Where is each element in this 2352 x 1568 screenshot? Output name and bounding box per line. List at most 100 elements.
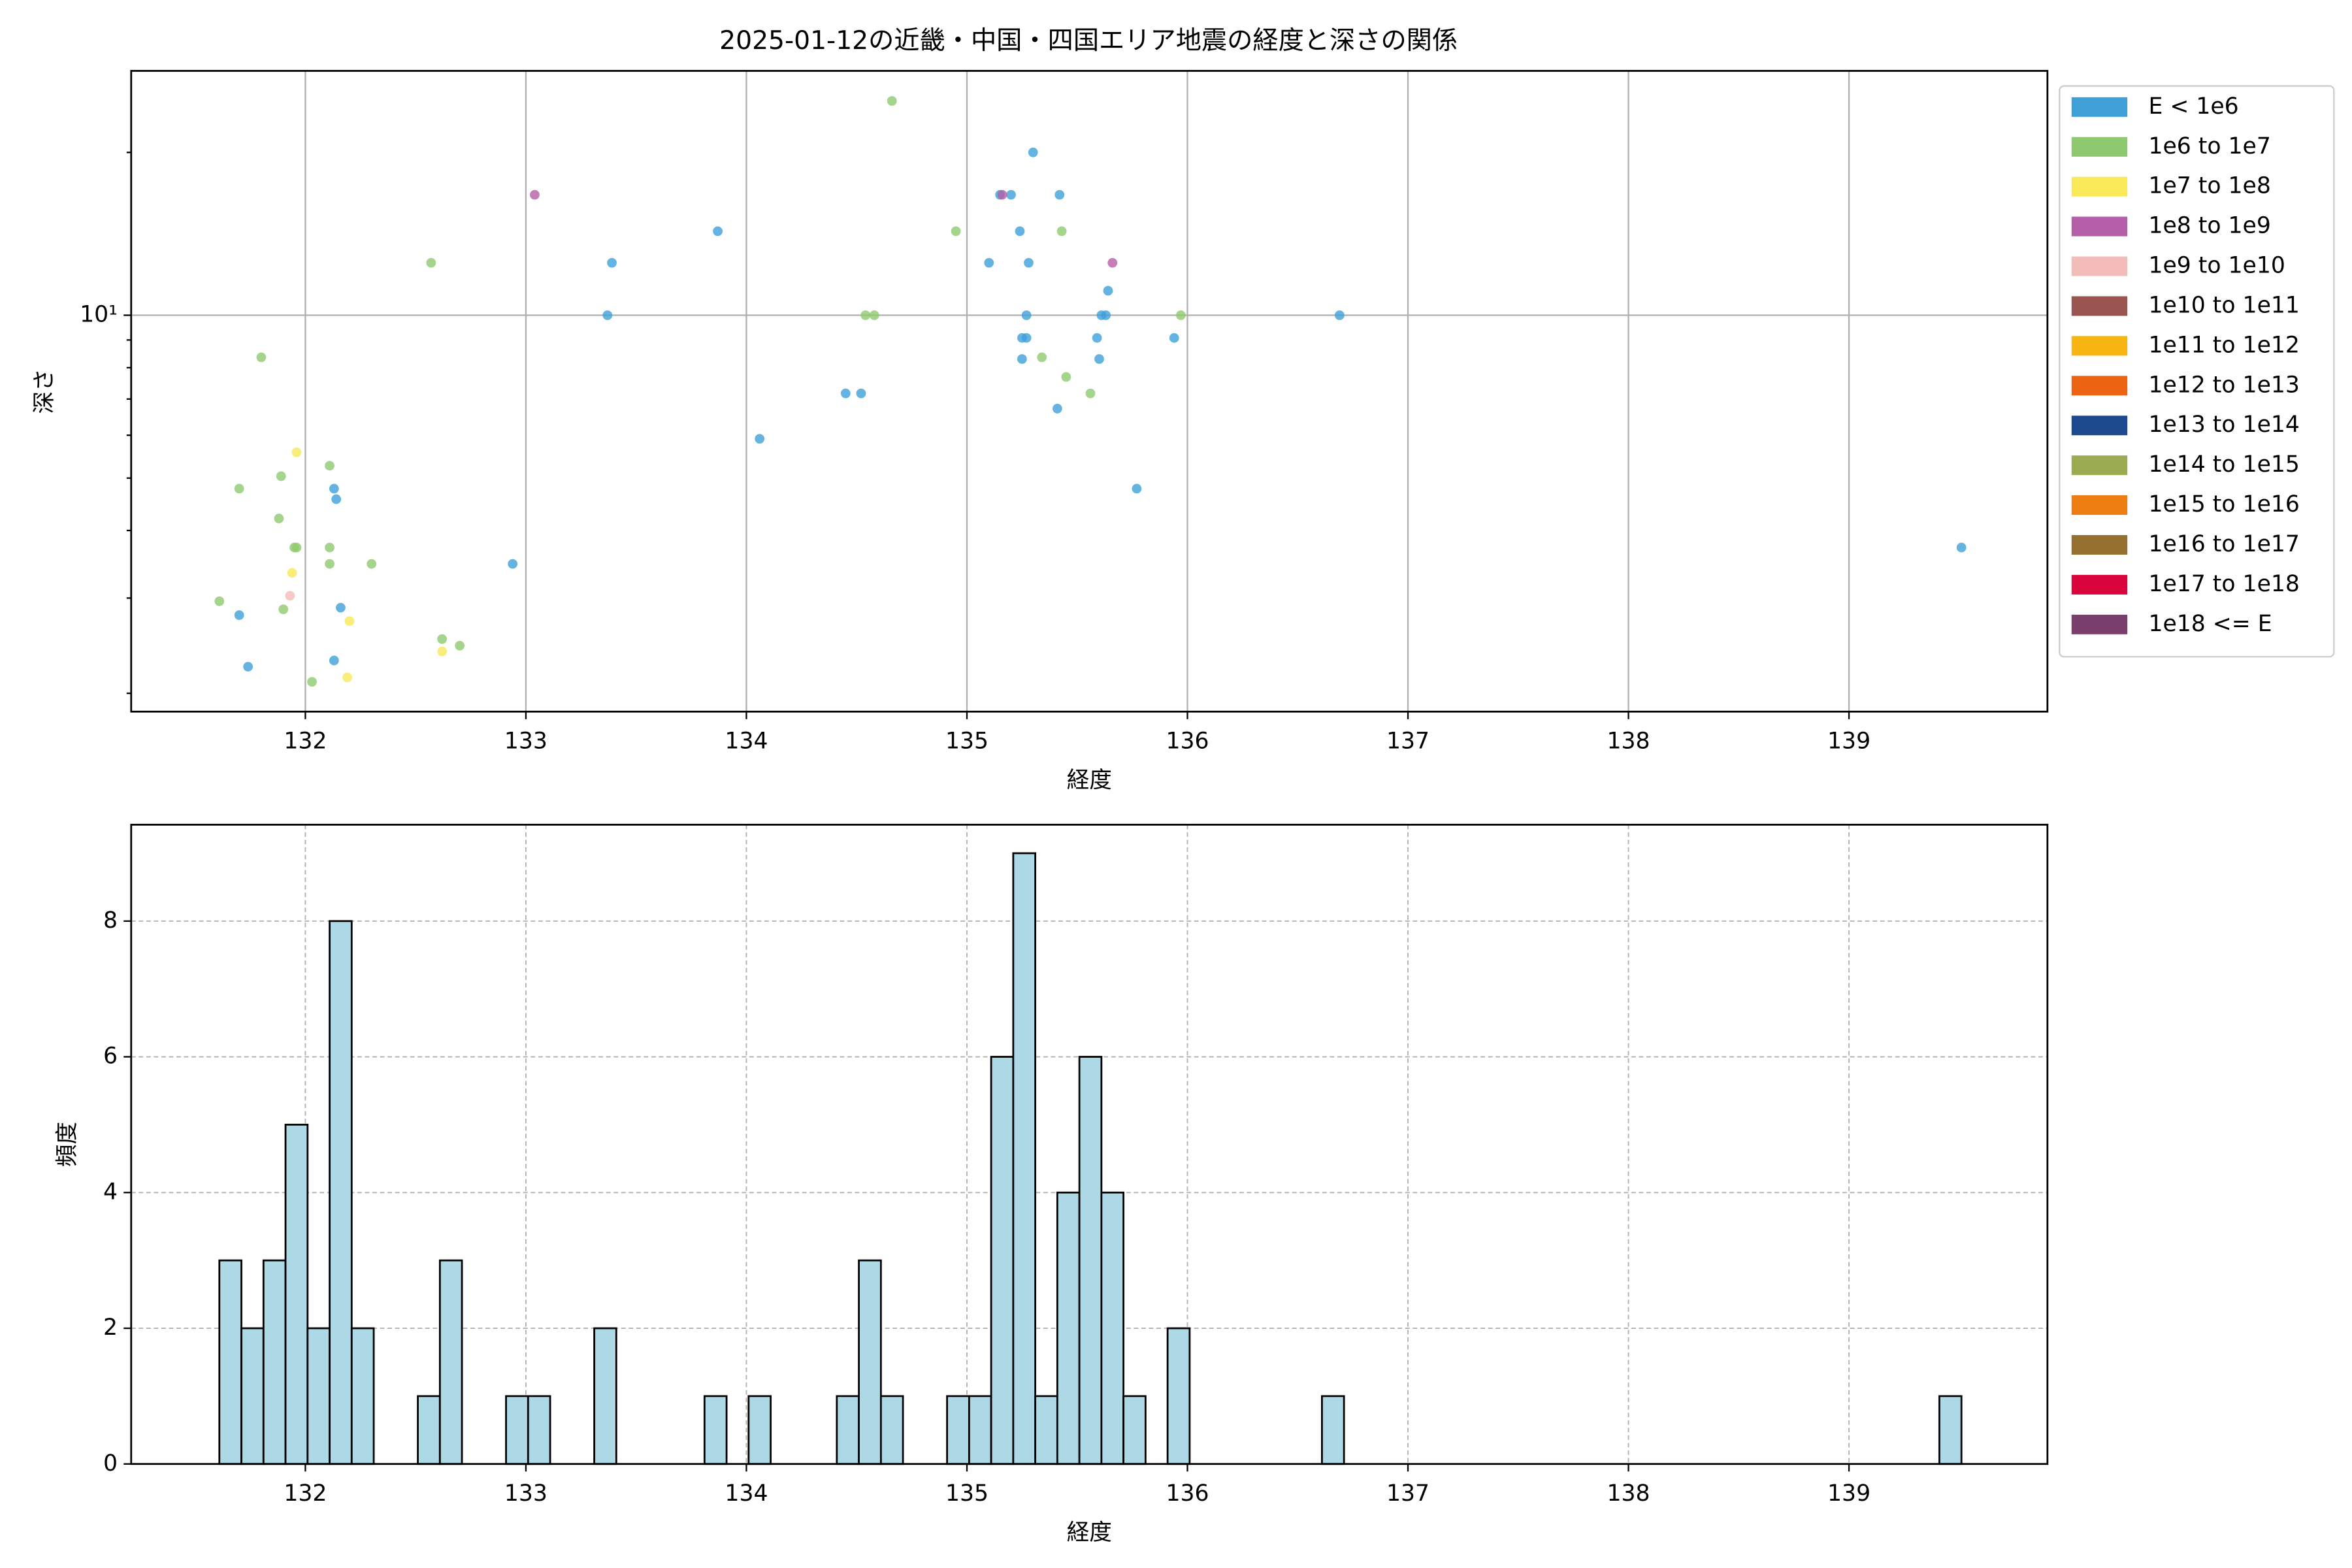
- hist-bar: [747, 1395, 772, 1465]
- scatter-point: [997, 189, 1007, 200]
- y-tick-label: 4: [103, 1179, 118, 1205]
- scatter-point: [1024, 257, 1034, 268]
- legend-label: 1e17 to 1e18: [2148, 571, 2299, 597]
- x-tick-label: 133: [504, 1480, 547, 1507]
- x-tick-label: 135: [945, 1480, 988, 1507]
- scatter-point: [291, 447, 302, 457]
- scatter-point: [274, 514, 284, 523]
- y-tick-label: 10¹: [80, 302, 118, 328]
- scatter-point: [1021, 333, 1032, 343]
- scatter-point: [1028, 147, 1038, 157]
- scatter-point: [307, 677, 317, 687]
- hist-bar: [417, 1395, 441, 1465]
- scatter-point: [856, 388, 866, 399]
- scatter-point: [437, 646, 448, 657]
- scatter-point: [325, 542, 335, 553]
- scatter-point: [1037, 352, 1047, 363]
- y-axis-label: 深さ: [31, 368, 57, 414]
- legend-swatch: [2071, 614, 2128, 634]
- y-tick-label: 2: [103, 1315, 118, 1341]
- scatter-point: [1017, 354, 1027, 364]
- hist-bar: [1321, 1395, 1345, 1465]
- plot-frame: [130, 70, 2049, 713]
- scatter-point: [1169, 333, 1179, 343]
- scatter-point: [508, 559, 518, 569]
- scatter-point: [1021, 310, 1032, 320]
- scatter-point: [984, 257, 994, 268]
- legend-swatch: [2071, 216, 2128, 237]
- y-tick-label: 6: [103, 1043, 118, 1070]
- scatter-point: [713, 226, 723, 237]
- scatter-point: [1175, 310, 1186, 320]
- scatter-point: [1061, 372, 1071, 382]
- hist-bar: [968, 1395, 992, 1465]
- scatter-point: [276, 471, 286, 482]
- hist-bar: [1034, 1395, 1058, 1465]
- hist-bar: [284, 1124, 309, 1465]
- hist-bar: [1938, 1395, 1963, 1465]
- legend-swatch: [2071, 256, 2128, 276]
- legend-label: 1e9 to 1e10: [2148, 253, 2285, 279]
- scatter-point: [1335, 310, 1345, 320]
- legend-box: [2059, 85, 2335, 658]
- scatter-point: [291, 542, 302, 553]
- scatter-point: [607, 257, 617, 268]
- scatter-point: [342, 672, 352, 683]
- legend-swatch: [2071, 416, 2128, 436]
- hist-bar: [703, 1395, 728, 1465]
- hist-bar: [1122, 1395, 1147, 1465]
- x-tick-label: 134: [725, 1480, 768, 1507]
- scatter-point: [1101, 310, 1111, 320]
- legend-swatch: [2071, 176, 2128, 197]
- hist-bar: [218, 1259, 242, 1465]
- scatter-point: [860, 310, 871, 320]
- legend-swatch: [2071, 574, 2128, 595]
- scatter-point: [367, 559, 377, 569]
- hist-bar: [240, 1327, 265, 1465]
- scatter-point: [243, 662, 253, 672]
- x-tick-label: 138: [1607, 728, 1650, 754]
- scatter-point: [344, 616, 355, 627]
- scatter-point: [325, 461, 335, 471]
- scatter-point: [1107, 257, 1118, 268]
- scatter-point: [336, 602, 346, 613]
- hist-bar: [505, 1395, 529, 1465]
- hist-bar: [946, 1395, 970, 1465]
- hist-bar: [836, 1395, 860, 1465]
- x-tick-label: 137: [1386, 728, 1429, 754]
- legend-label: 1e7 to 1e8: [2148, 173, 2270, 199]
- hist-bar: [1166, 1327, 1191, 1465]
- hist-bar: [350, 1327, 375, 1465]
- legend-swatch: [2071, 376, 2128, 396]
- hist-bar: [1012, 852, 1036, 1465]
- scatter-point: [1094, 354, 1104, 364]
- y-tick-label: 8: [103, 907, 118, 934]
- legend-label: 1e18 <= E: [2148, 611, 2272, 637]
- legend-label: 1e15 to 1e16: [2148, 491, 2299, 517]
- hist-bar: [438, 1259, 463, 1465]
- scatter-point: [1052, 404, 1062, 414]
- legend-label: 1e13 to 1e14: [2148, 412, 2299, 438]
- legend-label: 1e8 to 1e9: [2148, 213, 2270, 239]
- scatter-point: [755, 434, 765, 444]
- hist-bar: [990, 1056, 1015, 1465]
- scatter-point: [1085, 388, 1096, 399]
- scatter-point: [455, 640, 465, 651]
- legend-swatch: [2071, 455, 2128, 476]
- hist-bar: [527, 1395, 551, 1465]
- y-axis-label: 頻度: [54, 1122, 80, 1167]
- hist-bar: [879, 1395, 904, 1465]
- scatter-point: [256, 352, 267, 363]
- scatter-point: [234, 483, 244, 494]
- legend-swatch: [2071, 535, 2128, 555]
- legend-label: E < 1e6: [2148, 93, 2238, 120]
- scatter-point: [1092, 333, 1102, 343]
- hist-bar: [593, 1327, 617, 1465]
- legend-swatch: [2071, 137, 2128, 157]
- scatter-point: [1054, 189, 1065, 200]
- scatter-point: [530, 189, 540, 200]
- scatter-point: [437, 634, 448, 644]
- chart-title: 2025-01-12の近畿・中国・四国エリア地震の経度と深さの関係: [719, 26, 1458, 56]
